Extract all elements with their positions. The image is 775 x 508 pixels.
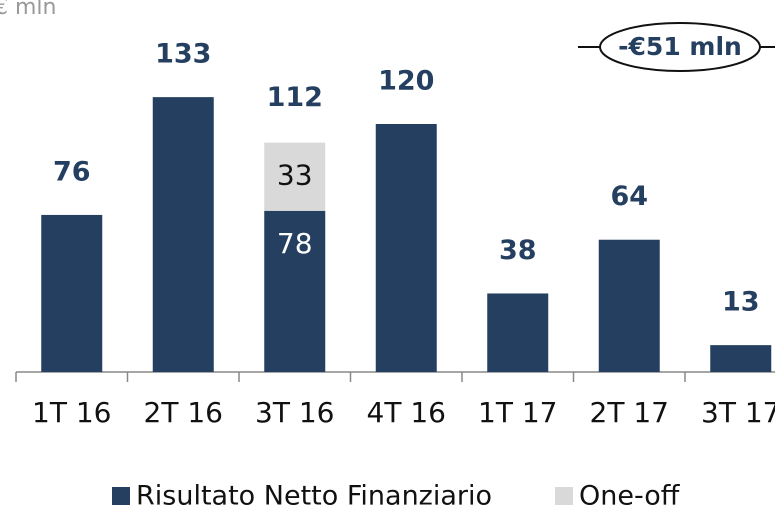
total-label: 133 <box>155 39 211 70</box>
annotation-ellipse <box>599 22 761 72</box>
x-tick-label: 1T 16 <box>32 396 111 429</box>
total-label: 120 <box>378 66 434 97</box>
x-tick-label: 3T 16 <box>255 396 334 429</box>
unit-label: € mln <box>0 0 56 20</box>
bar-segment <box>264 142 326 211</box>
bar-segment <box>152 97 214 372</box>
bar-segment <box>710 345 772 372</box>
x-tick-label: 2T 17 <box>590 396 669 429</box>
segment-label: 78 <box>277 227 313 260</box>
total-label: 112 <box>267 82 323 113</box>
total-label: 13 <box>722 287 760 318</box>
total-label: 38 <box>499 235 537 266</box>
bar-segment <box>375 124 437 372</box>
legend-label: One-off <box>579 481 681 508</box>
bar-segment <box>41 214 103 372</box>
bar-segment <box>487 293 549 372</box>
x-tick-label: 2T 16 <box>144 396 223 429</box>
bar-segment <box>264 210 326 372</box>
bar-segment <box>598 239 660 372</box>
annotation: -€51 mln <box>618 32 742 61</box>
legend-swatch <box>112 487 130 505</box>
segment-label: 33 <box>277 159 313 192</box>
legend-label: Risultato Netto Finanziario <box>136 481 492 508</box>
x-tick-label: 3T 17 <box>701 396 775 429</box>
x-tick-label: 4T 16 <box>367 396 446 429</box>
total-label: 76 <box>53 156 91 187</box>
x-tick-label: 1T 17 <box>478 396 557 429</box>
total-label: 64 <box>610 181 648 212</box>
legend-swatch <box>555 487 573 505</box>
